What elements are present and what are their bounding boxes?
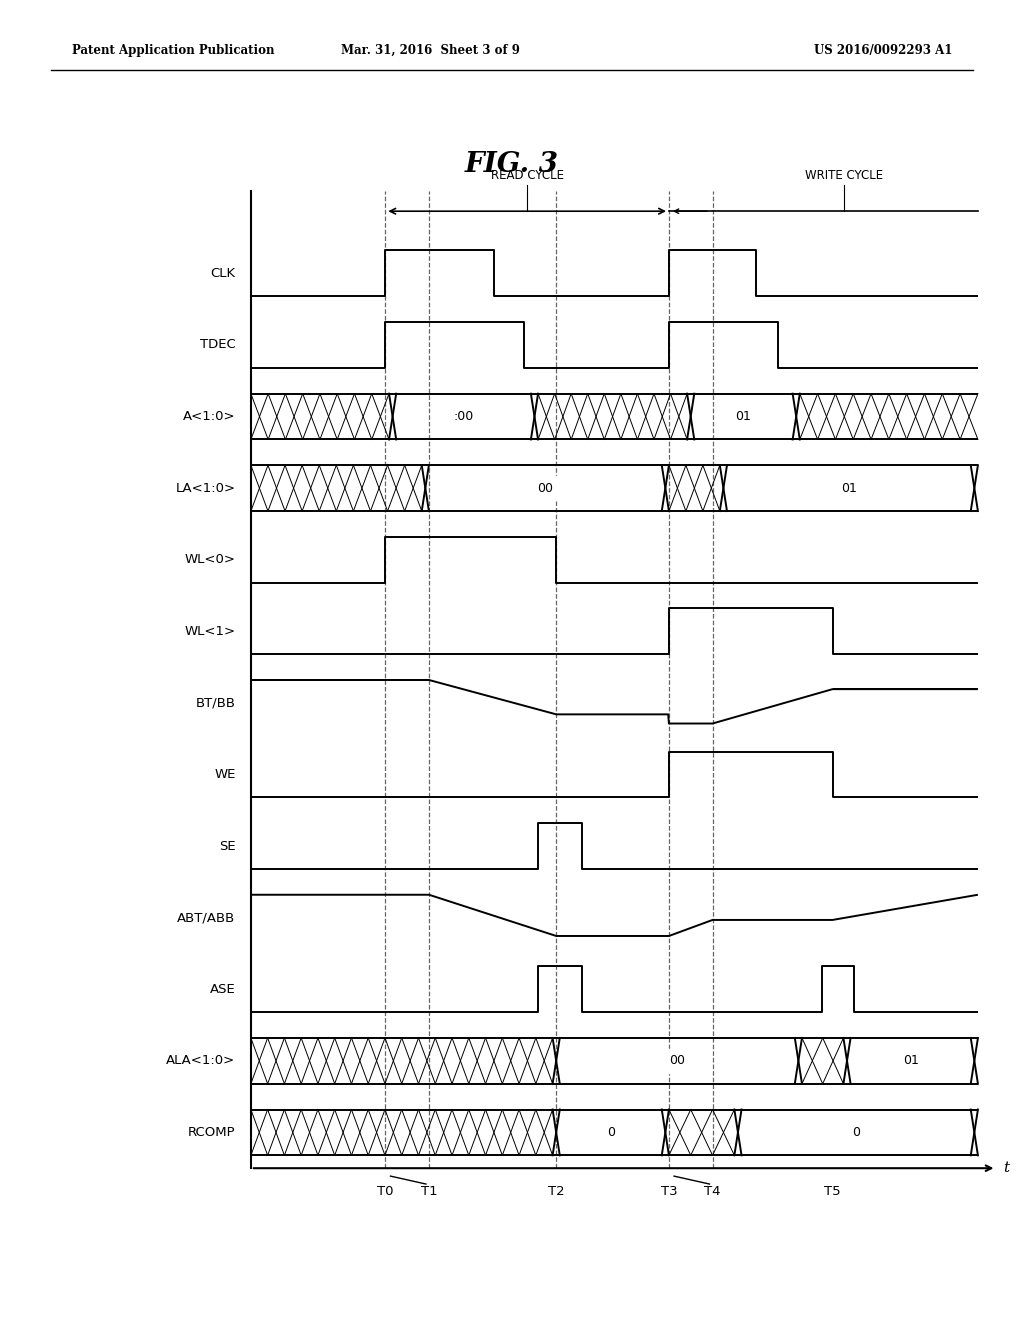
Text: BT/BB: BT/BB	[196, 697, 236, 709]
Text: SE: SE	[219, 840, 236, 853]
Text: WRITE CYCLE: WRITE CYCLE	[805, 169, 883, 182]
Text: T0: T0	[377, 1185, 393, 1199]
Text: T5: T5	[824, 1185, 841, 1199]
Text: Patent Application Publication: Patent Application Publication	[72, 44, 274, 57]
Text: T1: T1	[421, 1185, 437, 1199]
Text: WE: WE	[214, 768, 236, 781]
Text: Mar. 31, 2016  Sheet 3 of 9: Mar. 31, 2016 Sheet 3 of 9	[341, 44, 519, 57]
Text: US 2016/0092293 A1: US 2016/0092293 A1	[814, 44, 952, 57]
Text: LA<1:0>: LA<1:0>	[175, 482, 236, 495]
Text: READ CYCLE: READ CYCLE	[490, 169, 563, 182]
Text: t: t	[1004, 1162, 1010, 1175]
Text: 00: 00	[538, 482, 553, 495]
Text: ABT/ABB: ABT/ABB	[177, 911, 236, 924]
Text: FIG. 3: FIG. 3	[465, 152, 559, 178]
Text: 0: 0	[852, 1126, 860, 1139]
Text: 00: 00	[670, 1055, 685, 1068]
Text: ALA<1:0>: ALA<1:0>	[166, 1055, 236, 1068]
Text: A<1:0>: A<1:0>	[183, 411, 236, 424]
Text: CLK: CLK	[210, 267, 236, 280]
Text: T2: T2	[548, 1185, 564, 1199]
Text: ASE: ASE	[210, 982, 236, 995]
Text: T4: T4	[705, 1185, 721, 1199]
Text: 01: 01	[903, 1055, 919, 1068]
Text: 01: 01	[841, 482, 857, 495]
Text: RCOMP: RCOMP	[187, 1126, 236, 1139]
Text: T3: T3	[660, 1185, 677, 1199]
Text: TDEC: TDEC	[200, 338, 236, 351]
Text: WL<0>: WL<0>	[184, 553, 236, 566]
Text: 0: 0	[607, 1126, 614, 1139]
Text: :00: :00	[454, 411, 474, 424]
Text: WL<1>: WL<1>	[184, 624, 236, 638]
Text: 01: 01	[735, 411, 752, 424]
